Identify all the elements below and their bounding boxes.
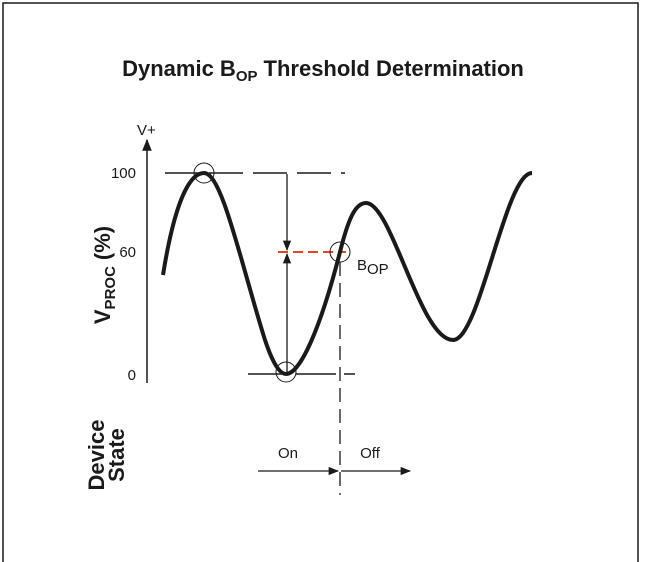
marker-circle <box>193 162 215 184</box>
marker-circle <box>275 361 297 383</box>
tick-label: 60 <box>119 244 136 261</box>
marker-circle <box>329 241 351 263</box>
device-state-label: DeviceState <box>84 420 129 491</box>
off-label: Off <box>360 445 381 462</box>
y-axis-label: VPROC(%) <box>90 226 119 324</box>
signal-curve <box>161 170 533 377</box>
tick-label: 100 <box>111 165 136 182</box>
title: Dynamic BOP Threshold Determination <box>122 56 524 85</box>
on-label: On <box>278 445 298 462</box>
axis-top-label: V+ <box>137 122 156 139</box>
bop-label: BOP <box>357 257 389 278</box>
tick-label: 0 <box>128 367 136 384</box>
